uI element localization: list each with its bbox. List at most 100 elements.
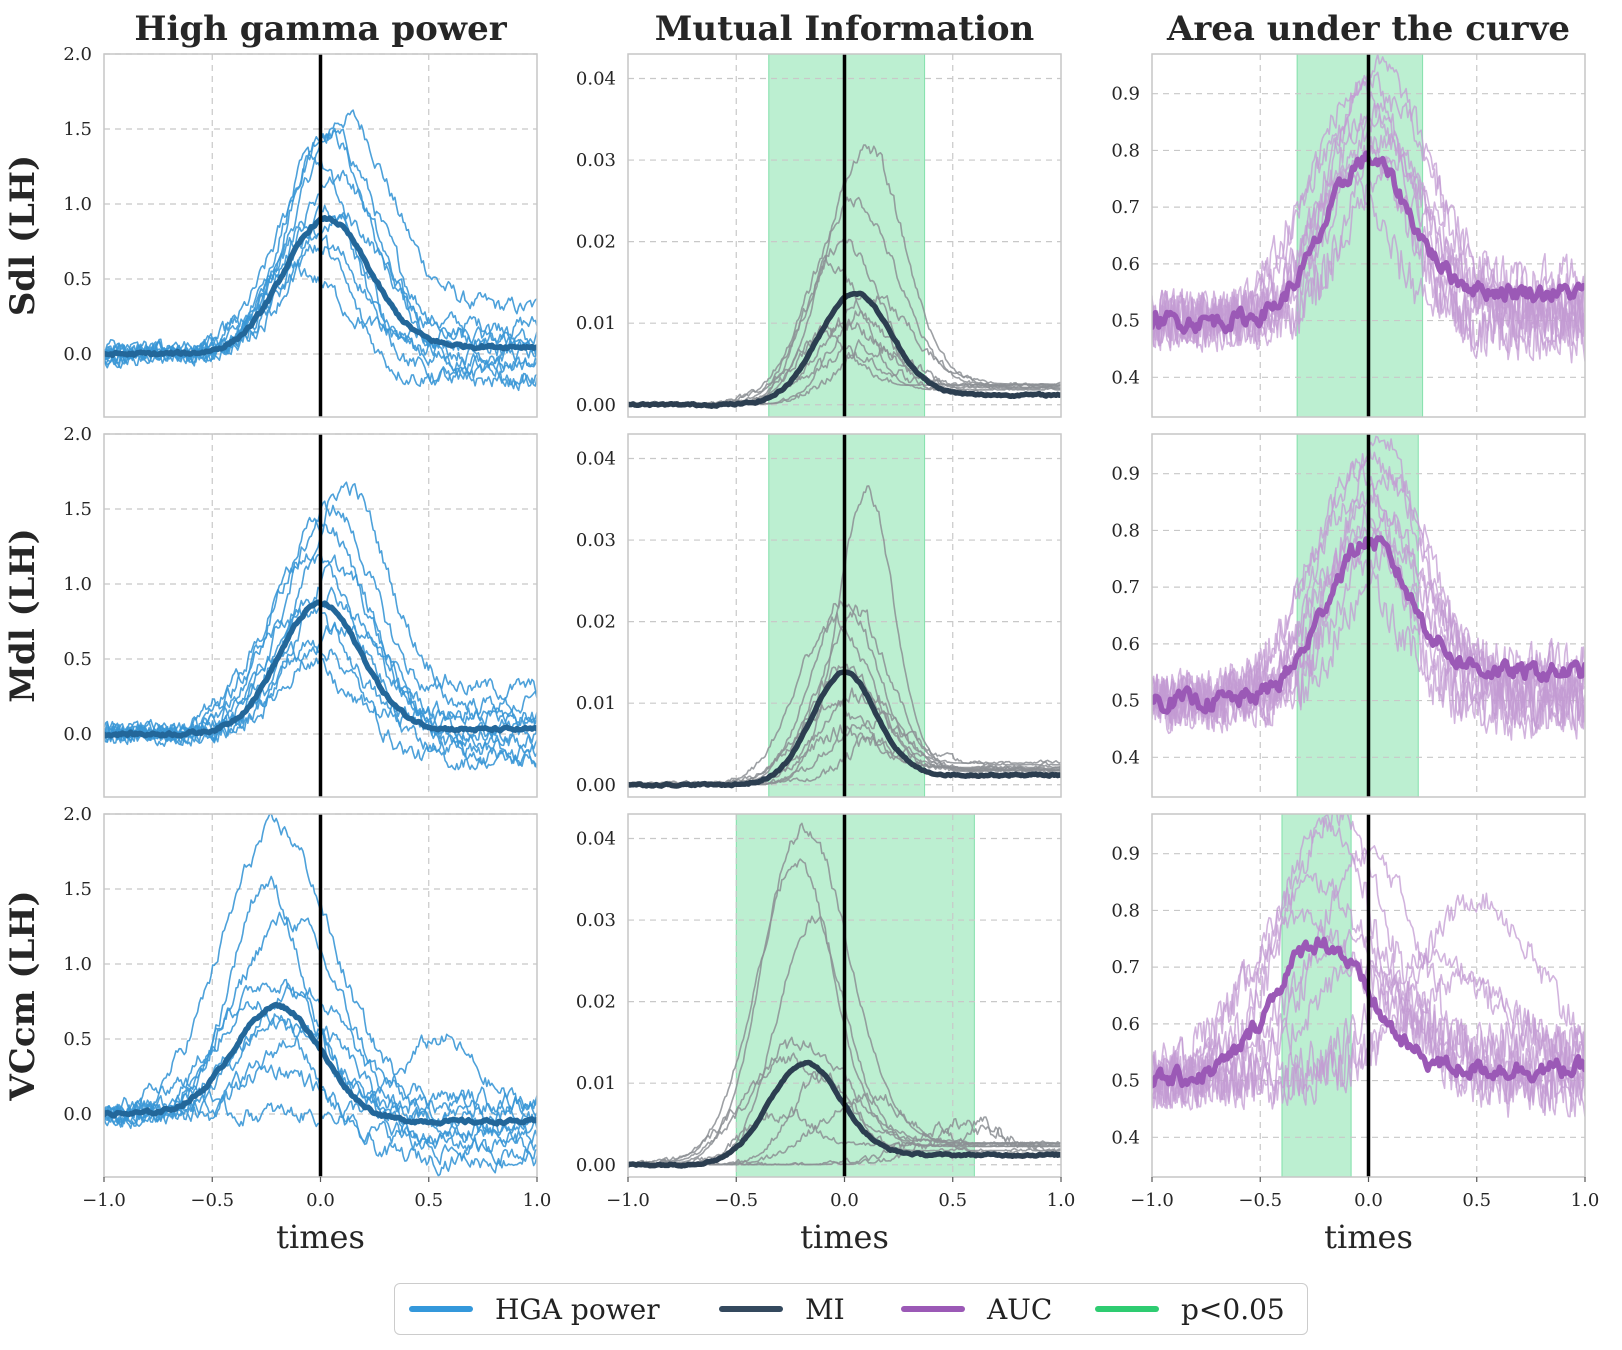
x-tick-label: 0.5 <box>1462 1190 1491 1211</box>
y-tick-label: 0.8 <box>1111 900 1140 921</box>
legend-item-auc: AUC <box>901 1284 1052 1334</box>
y-tick-label: 0.4 <box>1111 367 1140 388</box>
panel-2-2: 0.4 0.5 0.6 0.7 0.8 0.9 −1.0 −0.5 0.0 0.5 1.0 <box>1111 813 1600 1211</box>
y-tick-label: 0.5 <box>1111 691 1140 712</box>
y-tick-label: 0.4 <box>1111 747 1140 768</box>
panel-2-1: 0.4 0.5 0.6 0.7 0.8 0.9 <box>1111 433 1586 798</box>
y-tick-label: 0.7 <box>1111 957 1140 978</box>
column-title: High gamma power <box>134 9 507 49</box>
y-tick-label: 0.03 <box>576 150 616 171</box>
panel-0-0: 0.0 0.5 1.0 1.5 2.0 <box>63 44 538 418</box>
y-tick-label: 0.02 <box>576 992 616 1013</box>
y-tick-label: 0.7 <box>1111 197 1140 218</box>
legend-item-significance: p<0.05 <box>1095 1284 1285 1334</box>
legend-item-mi: MI <box>719 1284 845 1334</box>
y-tick-label: 2.0 <box>63 424 92 445</box>
legend-swatch-auc <box>901 1306 965 1312</box>
y-tick-label: 0.6 <box>1111 254 1140 275</box>
y-tick-label: 0.03 <box>576 910 616 931</box>
legend-label-auc: AUC <box>987 1292 1053 1326</box>
column-title: Area under the curve <box>1166 9 1570 49</box>
x-tick-label: 0.0 <box>830 1190 859 1211</box>
panel-0-1: 0.0 0.5 1.0 1.5 2.0 <box>63 424 538 798</box>
y-tick-label: 1.0 <box>63 954 92 975</box>
y-tick-label: 0.5 <box>1111 1071 1140 1092</box>
y-tick-label: 0.9 <box>1111 464 1140 485</box>
y-tick-label: 0.01 <box>576 1073 616 1094</box>
row-label: Mdl (LH) <box>3 528 43 702</box>
x-tick-label: −0.5 <box>714 1190 758 1211</box>
x-axis-label: times <box>800 1218 889 1256</box>
y-tick-label: 0.0 <box>63 1104 92 1125</box>
y-tick-label: 0.00 <box>576 395 616 416</box>
y-tick-label: 0.04 <box>576 68 616 89</box>
y-tick-label: 1.5 <box>63 119 92 140</box>
column-title: Mutual Information <box>655 9 1034 49</box>
y-tick-label: 0.01 <box>576 313 616 334</box>
legend-label-hga: HGA power <box>495 1292 660 1326</box>
x-axis-label: times <box>1324 1218 1413 1256</box>
row-label: VCcm (LH) <box>3 890 43 1101</box>
legend-label-mi: MI <box>805 1292 845 1326</box>
x-tick-label: −1.0 <box>606 1190 650 1211</box>
y-tick-label: 0.6 <box>1111 634 1140 655</box>
y-tick-label: 0.00 <box>576 1155 616 1176</box>
x-axis-label: times <box>276 1218 365 1256</box>
x-tick-label: 0.0 <box>1354 1190 1383 1211</box>
y-tick-label: 1.5 <box>63 879 92 900</box>
y-tick-label: 1.0 <box>63 194 92 215</box>
y-tick-label: 0.03 <box>576 530 616 551</box>
panel-0-2: 0.0 0.5 1.0 1.5 2.0 −1.0 −0.5 0.0 0.5 1.0 <box>63 804 551 1211</box>
x-tick-label: 0.0 <box>306 1190 335 1211</box>
panel-frame <box>103 53 538 418</box>
legend: HGA power MI AUC p<0.05 <box>394 1283 1308 1335</box>
significance-window <box>735 813 975 1178</box>
legend-label-significance: p<0.05 <box>1181 1292 1285 1326</box>
x-tick-label: −0.5 <box>1238 1190 1282 1211</box>
panel-1-0: 0.00 0.01 0.02 0.03 0.04 <box>576 53 1062 418</box>
x-tick-label: −1.0 <box>82 1190 126 1211</box>
x-tick-label: 0.5 <box>938 1190 967 1211</box>
panel-2-0: 0.4 0.5 0.6 0.7 0.8 0.9 <box>1111 53 1586 418</box>
y-tick-label: 0.00 <box>576 775 616 796</box>
y-tick-label: 0.9 <box>1111 84 1140 105</box>
panel-frame <box>103 433 538 798</box>
x-tick-label: 1.0 <box>1047 1190 1076 1211</box>
y-tick-label: 0.5 <box>63 1029 92 1050</box>
panel-frame <box>1151 433 1586 798</box>
y-tick-label: 2.0 <box>63 44 92 65</box>
legend-swatch-mi <box>719 1306 783 1312</box>
y-tick-label: 0.04 <box>576 828 616 849</box>
y-tick-label: 2.0 <box>63 804 92 825</box>
y-tick-label: 0.4 <box>1111 1127 1140 1148</box>
y-tick-label: 0.0 <box>63 724 92 745</box>
y-tick-label: 0.01 <box>576 693 616 714</box>
x-tick-label: 0.5 <box>414 1190 443 1211</box>
x-tick-label: −1.0 <box>1130 1190 1174 1211</box>
x-tick-label: 1.0 <box>523 1190 552 1211</box>
panel-frame <box>627 53 1062 418</box>
y-tick-label: 0.5 <box>1111 311 1140 332</box>
y-tick-label: 0.04 <box>576 448 616 469</box>
panel-1-2: 0.00 0.01 0.02 0.03 0.04 −1.0 −0.5 0.0 0.5 1.0 <box>576 813 1076 1211</box>
row-label: Sdl (LH) <box>3 155 43 316</box>
y-tick-label: 0.0 <box>63 344 92 365</box>
y-tick-label: 0.7 <box>1111 577 1140 598</box>
panel-frame <box>627 433 1062 798</box>
legend-swatch-significance <box>1095 1306 1159 1312</box>
y-tick-label: 0.8 <box>1111 140 1140 161</box>
y-tick-label: 0.5 <box>63 649 92 670</box>
panel-1-1: 0.00 0.01 0.02 0.03 0.04 <box>576 433 1062 798</box>
y-tick-label: 1.5 <box>63 499 92 520</box>
y-tick-label: 0.02 <box>576 612 616 633</box>
legend-swatch-hga <box>409 1306 473 1312</box>
x-tick-label: −0.5 <box>190 1190 234 1211</box>
y-tick-label: 0.02 <box>576 232 616 253</box>
legend-item-hga: HGA power <box>409 1284 660 1334</box>
y-tick-label: 1.0 <box>63 574 92 595</box>
y-tick-label: 0.5 <box>63 269 92 290</box>
y-tick-label: 0.6 <box>1111 1014 1140 1035</box>
y-tick-label: 0.9 <box>1111 844 1140 865</box>
x-tick-label: 1.0 <box>1571 1190 1600 1211</box>
